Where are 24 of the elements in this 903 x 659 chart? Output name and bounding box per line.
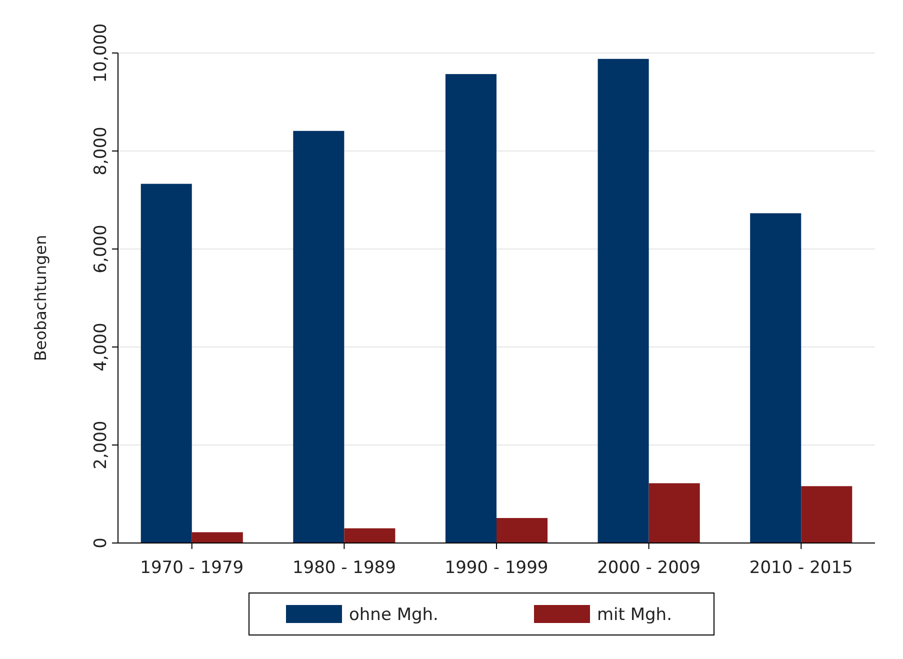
bar [344, 528, 396, 543]
x-tick-label: 2010 - 2015 [749, 558, 853, 578]
x-tick-label: 1970 - 1979 [140, 558, 244, 578]
bar [140, 184, 192, 543]
y-tick-label: 0 [91, 538, 111, 548]
bar [445, 74, 496, 543]
bar [801, 486, 852, 543]
bar [293, 130, 344, 543]
x-tick-label: 1980 - 1989 [292, 558, 396, 578]
bar [192, 532, 243, 543]
y-axis-title: Beobachtungen [31, 234, 50, 362]
y-tick-label: 2,000 [91, 420, 111, 470]
y-tick-label: 10,000 [91, 23, 111, 83]
y-tick-label: 8,000 [91, 126, 111, 176]
bar [496, 518, 548, 543]
y-tick-label: 6,000 [91, 224, 111, 274]
x-tick-label: 1990 - 1999 [444, 558, 548, 578]
legend-label: ohne Mgh. [349, 605, 438, 625]
x-tick-label: 2000 - 2009 [597, 558, 701, 578]
bar [648, 483, 700, 543]
legend-label: mit Mgh. [597, 605, 672, 625]
bar [598, 58, 649, 543]
y-tick-label: 4,000 [91, 322, 111, 372]
bar [750, 213, 802, 543]
